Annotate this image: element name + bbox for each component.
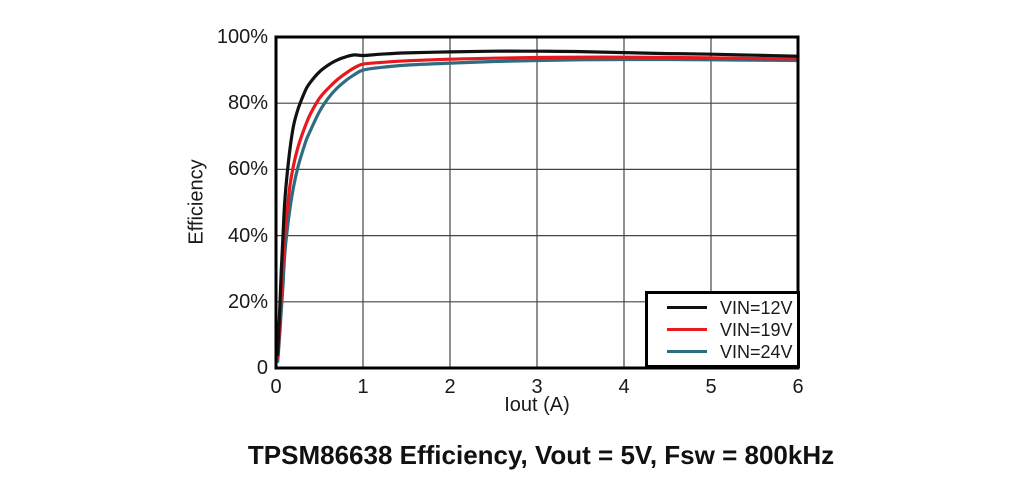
x-tick-label-2: 2 xyxy=(444,376,456,398)
legend-item-vin-24v: VIN=24V xyxy=(648,341,797,363)
y-tick-label-100: 100% xyxy=(216,26,268,48)
legend-item-vin-19v: VIN=19V xyxy=(648,319,797,341)
y-tick-label-40: 40% xyxy=(227,224,268,247)
y-tick-label-60: 60% xyxy=(227,158,268,181)
legend-label: VIN=24V xyxy=(720,341,793,362)
y-tick-label-80: 80% xyxy=(227,92,268,115)
y-tick-label-20: 20% xyxy=(227,290,268,313)
series-line-vin-12v xyxy=(276,49,800,357)
legend-line-swatch xyxy=(667,306,707,309)
x-tick-label-6: 6 xyxy=(792,376,804,398)
legend-line-swatch xyxy=(667,328,707,331)
legend-label: VIN=12V xyxy=(720,297,793,318)
x-tick-label-3: 3 xyxy=(531,376,543,398)
y-tick-label-0: 0 xyxy=(256,357,268,379)
series-line-vin-24v xyxy=(276,57,800,363)
x-tick-label-0: 0 xyxy=(270,376,282,398)
chart-caption: TPSM86638 Efficiency, Vout = 5V, Fsw = 8… xyxy=(247,440,835,470)
series-line-vin-19v xyxy=(276,55,800,360)
x-tick-label-4: 4 xyxy=(618,376,630,398)
x-tick-label-5: 5 xyxy=(705,376,717,398)
x-axis-label: Iout (A) xyxy=(504,394,570,416)
x-tick-label-1: 1 xyxy=(357,376,369,398)
legend-item-vin-12v: VIN=12V xyxy=(648,297,797,319)
legend: VIN=12V VIN=19V VIN=24V xyxy=(645,291,800,368)
legend-label: VIN=19V xyxy=(720,319,793,340)
legend-line-swatch xyxy=(667,350,707,353)
plot-border xyxy=(274,35,800,370)
y-axis-label: Efficiency xyxy=(185,159,208,245)
